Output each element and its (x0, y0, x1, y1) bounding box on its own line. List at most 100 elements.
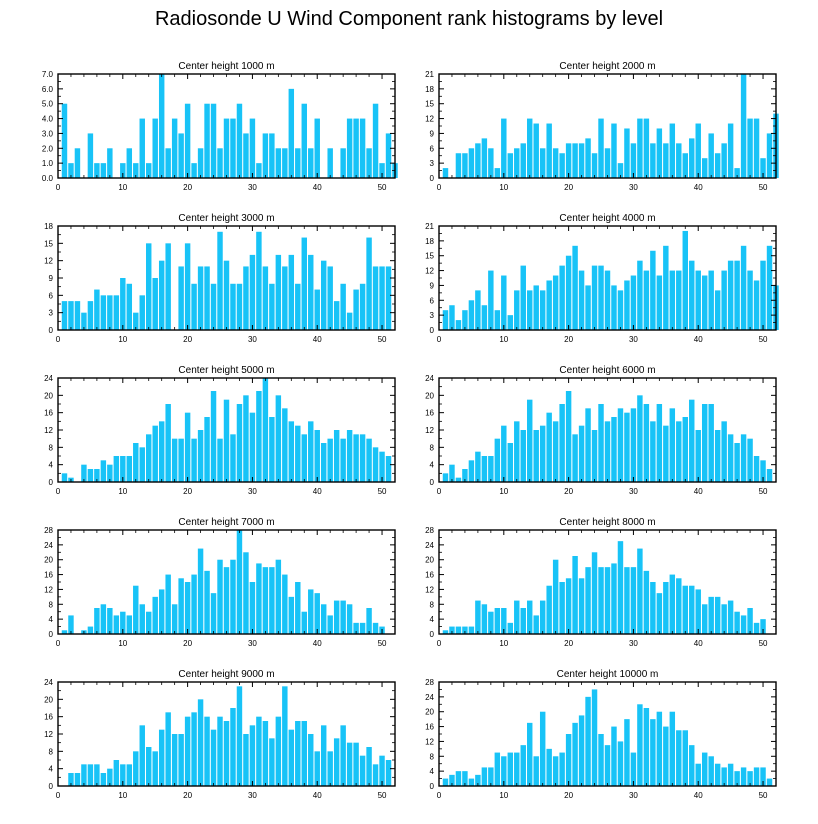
bar (359, 283, 366, 330)
bar (507, 752, 514, 786)
bar (527, 118, 533, 178)
bar (481, 456, 488, 482)
x-tick-label: 20 (564, 791, 573, 800)
bar (533, 285, 539, 330)
bar (598, 404, 604, 482)
bar (210, 729, 217, 786)
bar (494, 438, 501, 482)
bar (695, 270, 701, 330)
bar (514, 148, 520, 178)
bar (656, 711, 663, 786)
bar (243, 266, 249, 330)
x-tick-label: 10 (499, 487, 508, 496)
bar (527, 399, 533, 482)
bar (74, 773, 81, 786)
bar (488, 767, 494, 786)
y-tick-label: 8 (49, 600, 54, 609)
bar (346, 742, 353, 786)
bar (197, 266, 204, 330)
bar (314, 751, 320, 786)
panel-10: Center height 10000 m 0 4 8 12 16 20 24 28 0 10 20 3… (425, 669, 777, 800)
x-tick-label: 10 (499, 791, 508, 800)
bar (714, 763, 721, 786)
bar (546, 585, 552, 634)
bar (243, 395, 249, 482)
bar (346, 118, 353, 178)
y-tick-label: 4 (430, 615, 435, 624)
bar (701, 404, 708, 482)
y-tick-label: 12 (425, 585, 434, 594)
bar (385, 266, 392, 330)
x-tick-label: 50 (378, 639, 387, 648)
bar (204, 716, 210, 786)
bar (107, 148, 113, 178)
bar (527, 600, 533, 634)
bar (301, 237, 307, 330)
y-tick-label: 9 (430, 281, 435, 290)
bar (359, 118, 366, 178)
bar (442, 168, 449, 178)
bar (126, 283, 133, 330)
bar (146, 243, 152, 330)
bar (643, 270, 650, 330)
y-tick-label: 6 (430, 296, 435, 305)
bar (455, 771, 462, 786)
bar (676, 421, 682, 482)
y-tick-label: 8 (430, 600, 435, 609)
bar (559, 404, 565, 482)
bar (210, 283, 217, 330)
bar (340, 725, 346, 786)
panel-6: Center height 6000 m 0 4 8 12 16 20 24 0 10 20 30 40… (425, 365, 777, 496)
bar (210, 391, 217, 482)
panel-5: Center height 5000 m 0 4 8 12 16 20 24 0 10 20 30 40… (44, 365, 396, 496)
bar (455, 477, 462, 482)
x-tick-label: 20 (564, 487, 573, 496)
bar (100, 604, 107, 634)
x-tick-label: 0 (437, 335, 442, 344)
bar (539, 148, 546, 178)
y-tick-label: 24 (425, 693, 434, 702)
bar (617, 163, 624, 178)
bar (340, 148, 346, 178)
bar (314, 593, 320, 634)
x-tick-label: 0 (56, 335, 61, 344)
bar (269, 133, 275, 178)
bar (126, 456, 133, 482)
bar (120, 278, 126, 330)
bar (366, 237, 372, 330)
bar (721, 270, 727, 330)
bar (327, 615, 333, 634)
bar (585, 285, 591, 330)
bar (442, 630, 449, 634)
bar (353, 742, 359, 786)
bar (701, 275, 708, 330)
x-tick-label: 0 (56, 183, 61, 192)
bar (230, 283, 236, 330)
bar (158, 74, 165, 178)
bar (120, 163, 126, 178)
bar (734, 260, 740, 330)
bar (552, 756, 559, 786)
bar (217, 438, 223, 482)
x-tick-label: 10 (118, 487, 127, 496)
bar (68, 301, 74, 330)
bar (455, 153, 462, 178)
bar (727, 600, 734, 634)
bar (682, 730, 688, 786)
bar (689, 138, 695, 178)
bar (611, 726, 617, 786)
bar (462, 153, 468, 178)
bar (572, 556, 578, 634)
bar (507, 315, 514, 330)
y-tick-label: 28 (425, 526, 434, 535)
bar (100, 460, 107, 482)
bar (494, 168, 501, 178)
y-tick-label: 18 (425, 85, 434, 94)
x-tick-label: 20 (183, 487, 192, 496)
bar (520, 265, 526, 330)
bar (760, 619, 766, 634)
y-tick-label: 8 (49, 747, 54, 756)
bar (165, 404, 171, 482)
bar (275, 559, 282, 634)
bar (269, 417, 275, 482)
